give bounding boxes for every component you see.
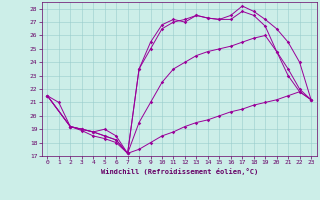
X-axis label: Windchill (Refroidissement éolien,°C): Windchill (Refroidissement éolien,°C): [100, 168, 258, 175]
